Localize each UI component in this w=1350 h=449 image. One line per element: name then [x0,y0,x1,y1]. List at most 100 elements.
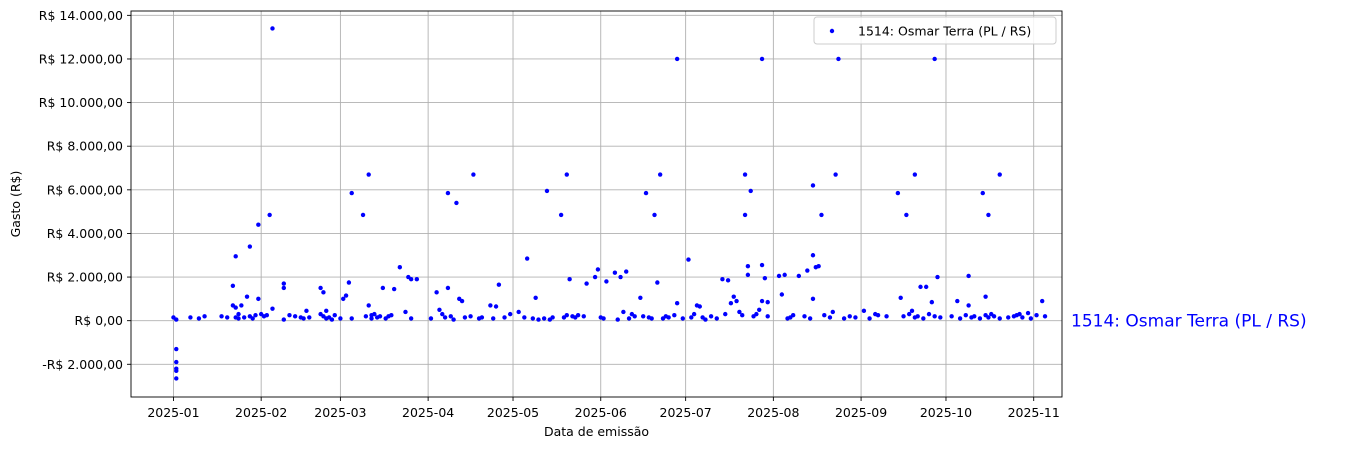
data-point [748,188,753,194]
data-point [618,274,623,280]
data-point [575,313,581,318]
data-point [697,304,702,309]
data-point [196,316,202,321]
data-point [488,303,493,308]
data-point [307,315,312,320]
data-point [462,315,468,320]
data-point [442,315,448,320]
data-point [734,298,739,304]
data-point [827,315,833,320]
data-point [861,308,867,314]
data-point [530,316,536,321]
data-point [174,368,179,374]
data-point [174,376,179,381]
data-point [955,298,960,304]
data-point [496,282,502,287]
data-point [507,311,513,317]
data-point [346,280,352,285]
data-point [403,309,408,315]
y-tick-label: R$ 2.000,00 [47,270,123,285]
y-tick-label: R$ 10.000,00 [39,95,123,110]
x-axis-title: Data de emissão [544,424,649,439]
legend-marker [829,28,835,34]
data-point [966,303,971,308]
data-point [822,313,827,318]
data-point [966,273,971,279]
data-point [759,298,765,304]
data-point [377,314,383,319]
data-point [493,304,499,309]
data-point [329,317,335,322]
data-point [448,314,453,319]
data-point [391,286,397,292]
data-point [1020,315,1025,320]
data-point [703,317,708,322]
data-point [745,263,751,269]
x-tick-label: 2025-02 [235,405,287,420]
data-point [408,316,414,321]
data-point [236,311,241,317]
data-point [349,190,354,196]
data-point [649,316,654,321]
x-tick-label: 2025-09 [835,405,887,420]
data-point [737,309,742,315]
data-point [471,172,476,177]
data-point [414,277,420,282]
data-point [923,284,929,290]
data-point [349,316,354,321]
data-point [516,309,521,315]
data-points-layer [171,26,1048,381]
data-point [1039,298,1045,304]
x-tick-label: 2025-06 [575,405,627,420]
data-point [674,301,680,306]
data-point [332,313,337,318]
data-point [230,283,236,288]
data-point [1034,313,1039,318]
data-point [397,265,403,270]
data-point [853,315,858,320]
data-point [847,314,852,319]
data-point [341,296,346,302]
data-point [564,172,569,177]
data-point [239,303,244,308]
data-point [714,316,719,321]
data-point [740,313,745,318]
data-point [904,212,909,218]
data-point [759,56,765,62]
data-point [581,314,586,319]
data-point [689,315,694,320]
data-point [932,56,937,62]
data-point [915,314,920,319]
x-tick-label: 2025-11 [1008,405,1060,420]
data-point [742,172,748,177]
data-point [932,314,937,319]
data-point [972,314,977,319]
data-point [796,273,802,279]
data-point [267,212,272,218]
data-point [301,316,306,321]
data-point [626,316,632,321]
data-point [281,285,287,291]
legend-label: 1514: Osmar Terra (PL / RS) [858,24,1031,39]
data-point [459,298,465,304]
data-point [918,284,923,290]
grid-layer [131,11,1062,397]
data-point [437,307,442,312]
data-point [236,316,241,321]
data-point [244,294,250,299]
data-point [219,314,224,319]
data-point [270,26,275,31]
y-tick-label: R$ 4.000,00 [47,226,123,241]
data-point [816,263,821,269]
data-point [318,285,323,291]
data-point [615,317,620,322]
data-point [321,290,326,295]
data-point [564,313,569,318]
data-point [997,316,1002,321]
y-tick-label: R$ 14.000,00 [39,8,123,23]
data-point [281,281,287,286]
data-point [479,315,485,320]
data-point [592,274,598,280]
data-point [524,256,530,261]
